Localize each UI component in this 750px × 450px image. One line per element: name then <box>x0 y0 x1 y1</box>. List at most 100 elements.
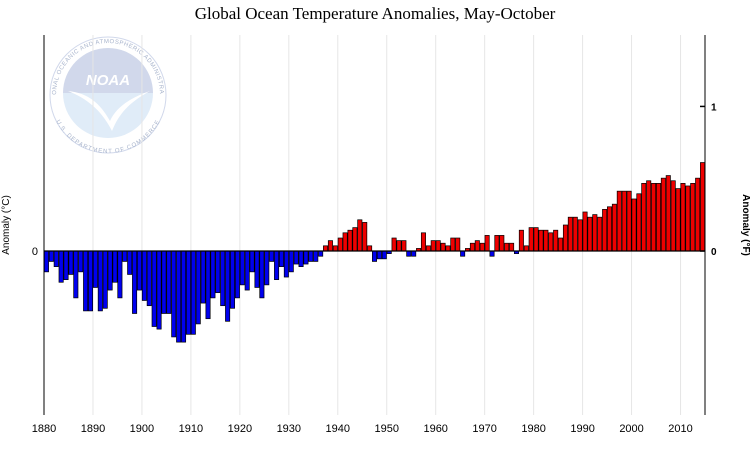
logo-word: NOAA <box>86 72 130 89</box>
x-tick-label: 1890 <box>81 423 105 435</box>
y-right-tick-label: 1 <box>711 102 717 113</box>
bar-1946 <box>367 245 373 252</box>
bar-2010 <box>680 183 686 252</box>
y-right-tick-label: 0 <box>711 247 717 258</box>
x-tick-label: 1910 <box>179 423 203 435</box>
bar-1988 <box>572 216 578 252</box>
bar-1907 <box>176 250 182 343</box>
bar-1926 <box>269 250 275 262</box>
bar-1957 <box>420 232 426 252</box>
bar-1952 <box>396 240 402 252</box>
bar-1928 <box>278 250 284 267</box>
bar-1898 <box>132 250 138 314</box>
bar-1939 <box>332 245 338 252</box>
bar-1935 <box>313 250 319 262</box>
bar-1889 <box>88 250 94 312</box>
bar-2005 <box>655 183 661 252</box>
bar-1981 <box>538 229 544 252</box>
bar-1959 <box>430 240 436 252</box>
bar-1917 <box>225 250 231 322</box>
x-tick-label: 1980 <box>521 423 545 435</box>
bar-2011 <box>685 185 691 252</box>
bar-1944 <box>357 219 363 252</box>
x-tick-label: 1930 <box>277 423 301 435</box>
bar-1888 <box>83 250 89 312</box>
bar-1962 <box>445 245 451 252</box>
bar-1938 <box>327 240 333 252</box>
bar-1880 <box>43 250 49 273</box>
bar-1963 <box>450 237 456 252</box>
bar-1958 <box>425 245 431 252</box>
bar-1948 <box>376 250 382 260</box>
bar-2006 <box>660 177 666 252</box>
x-tick-label: 2000 <box>619 423 643 435</box>
bar-1915 <box>215 250 221 294</box>
bar-1979 <box>528 227 534 252</box>
bar-1891 <box>97 250 103 312</box>
bar-1977 <box>518 229 524 252</box>
bar-1892 <box>102 250 108 309</box>
bar-1920 <box>239 250 245 286</box>
bar-2009 <box>675 188 681 252</box>
bar-2002 <box>641 183 647 252</box>
bar-1893 <box>107 250 113 291</box>
bar-1937 <box>323 245 329 252</box>
bar-1913 <box>205 250 211 320</box>
bar-1932 <box>298 250 304 267</box>
x-tick-label: 1900 <box>130 423 154 435</box>
bar-1995 <box>607 206 613 252</box>
y-axis-right: 01 <box>700 102 717 258</box>
bar-1943 <box>352 227 358 252</box>
bar-1992 <box>592 214 598 252</box>
bar-1951 <box>391 237 397 252</box>
bar-1896 <box>122 250 128 262</box>
bar-1912 <box>200 250 206 304</box>
x-tick-label: 1880 <box>32 423 56 435</box>
x-tick-label: 1920 <box>228 423 252 435</box>
bar-1884 <box>63 250 69 281</box>
bar-1929 <box>283 250 289 278</box>
bar-1980 <box>533 227 539 252</box>
bar-1881 <box>48 250 54 262</box>
bar-1900 <box>141 250 147 301</box>
logo-bird-icon <box>68 91 150 131</box>
bar-1936 <box>318 250 324 257</box>
bar-1998 <box>621 190 627 252</box>
bar-1974 <box>504 242 510 252</box>
logo-sea <box>63 93 153 138</box>
y-axis-left-label: Anomaly (°C) <box>1 195 12 255</box>
bar-1969 <box>479 242 485 252</box>
bar-1975 <box>509 242 515 252</box>
bar-1921 <box>244 250 250 291</box>
bar-1953 <box>401 240 407 252</box>
bar-1905 <box>166 250 172 314</box>
bar-1999 <box>626 190 632 252</box>
bar-2003 <box>646 180 652 252</box>
bar-1882 <box>53 250 59 267</box>
bar-1955 <box>411 250 417 257</box>
bar-2013 <box>695 177 701 252</box>
bar-1916 <box>220 250 226 307</box>
bar-1940 <box>337 237 343 252</box>
bar-1890 <box>92 250 98 288</box>
bar-1934 <box>308 250 314 262</box>
bar-1922 <box>249 250 255 273</box>
axes <box>43 35 706 415</box>
bar-1978 <box>523 245 529 252</box>
bar-1930 <box>288 250 294 273</box>
bar-2001 <box>636 193 642 252</box>
bar-1945 <box>362 222 368 252</box>
bar-1933 <box>303 250 309 265</box>
bar-1901 <box>146 250 152 307</box>
bar-1904 <box>161 250 167 314</box>
bar-1954 <box>406 250 412 257</box>
bar-1973 <box>499 235 505 252</box>
bar-1886 <box>73 250 79 299</box>
bar-1927 <box>274 250 280 281</box>
bar-1949 <box>381 250 387 260</box>
bar-1989 <box>577 219 583 252</box>
x-tick-label: 1940 <box>326 423 350 435</box>
bar-1941 <box>342 232 348 252</box>
bar-1911 <box>195 250 201 325</box>
